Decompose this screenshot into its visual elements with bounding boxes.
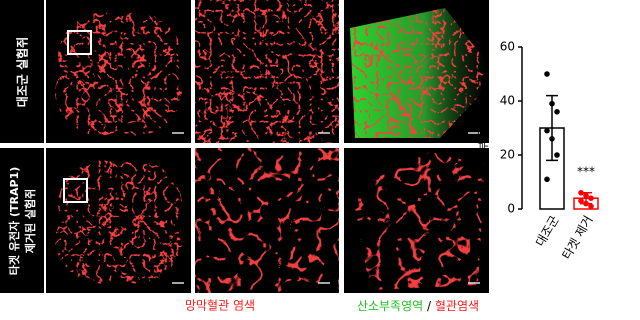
y-tick-label: 0 [507,202,515,216]
data-point [549,100,555,107]
data-point [588,195,594,201]
data-point [578,190,584,196]
data-point [549,136,555,142]
x-tick-label: 대조군 [533,213,562,249]
data-point [583,192,589,199]
data-point [554,109,560,115]
data-point [544,71,550,77]
y-axis-label: 산소부족 영역 (%) [477,85,490,172]
caption: 망막혈관 염색 [185,299,255,313]
caption-part: 산소부족영역 [357,299,423,313]
data-point [578,198,584,204]
y-tick-label: 60 [500,40,515,54]
row-label: 제거된 실험쥐 [23,189,37,254]
caption-part: 혈관염색 [435,299,479,313]
image-panels [46,0,489,293]
data-point [544,176,550,183]
row-label-box [0,148,44,293]
data-point [544,127,550,134]
x-tick-label: 타겟 제거 [560,213,596,262]
row-label: 타겟 유전자 (TRAP1) [7,167,21,276]
caption-part: / [427,299,432,313]
data-point [583,200,589,207]
data-point [588,203,594,210]
annotation: *** [577,165,595,179]
caption: 산소부족영역 / 혈관염색 [357,299,479,313]
y-tick-label: 40 [500,94,515,108]
y-tick-label: 20 [500,148,515,162]
data-point [554,152,560,158]
row-label: 대조군 실험쥐 [15,37,30,107]
row-label-box [0,0,44,143]
